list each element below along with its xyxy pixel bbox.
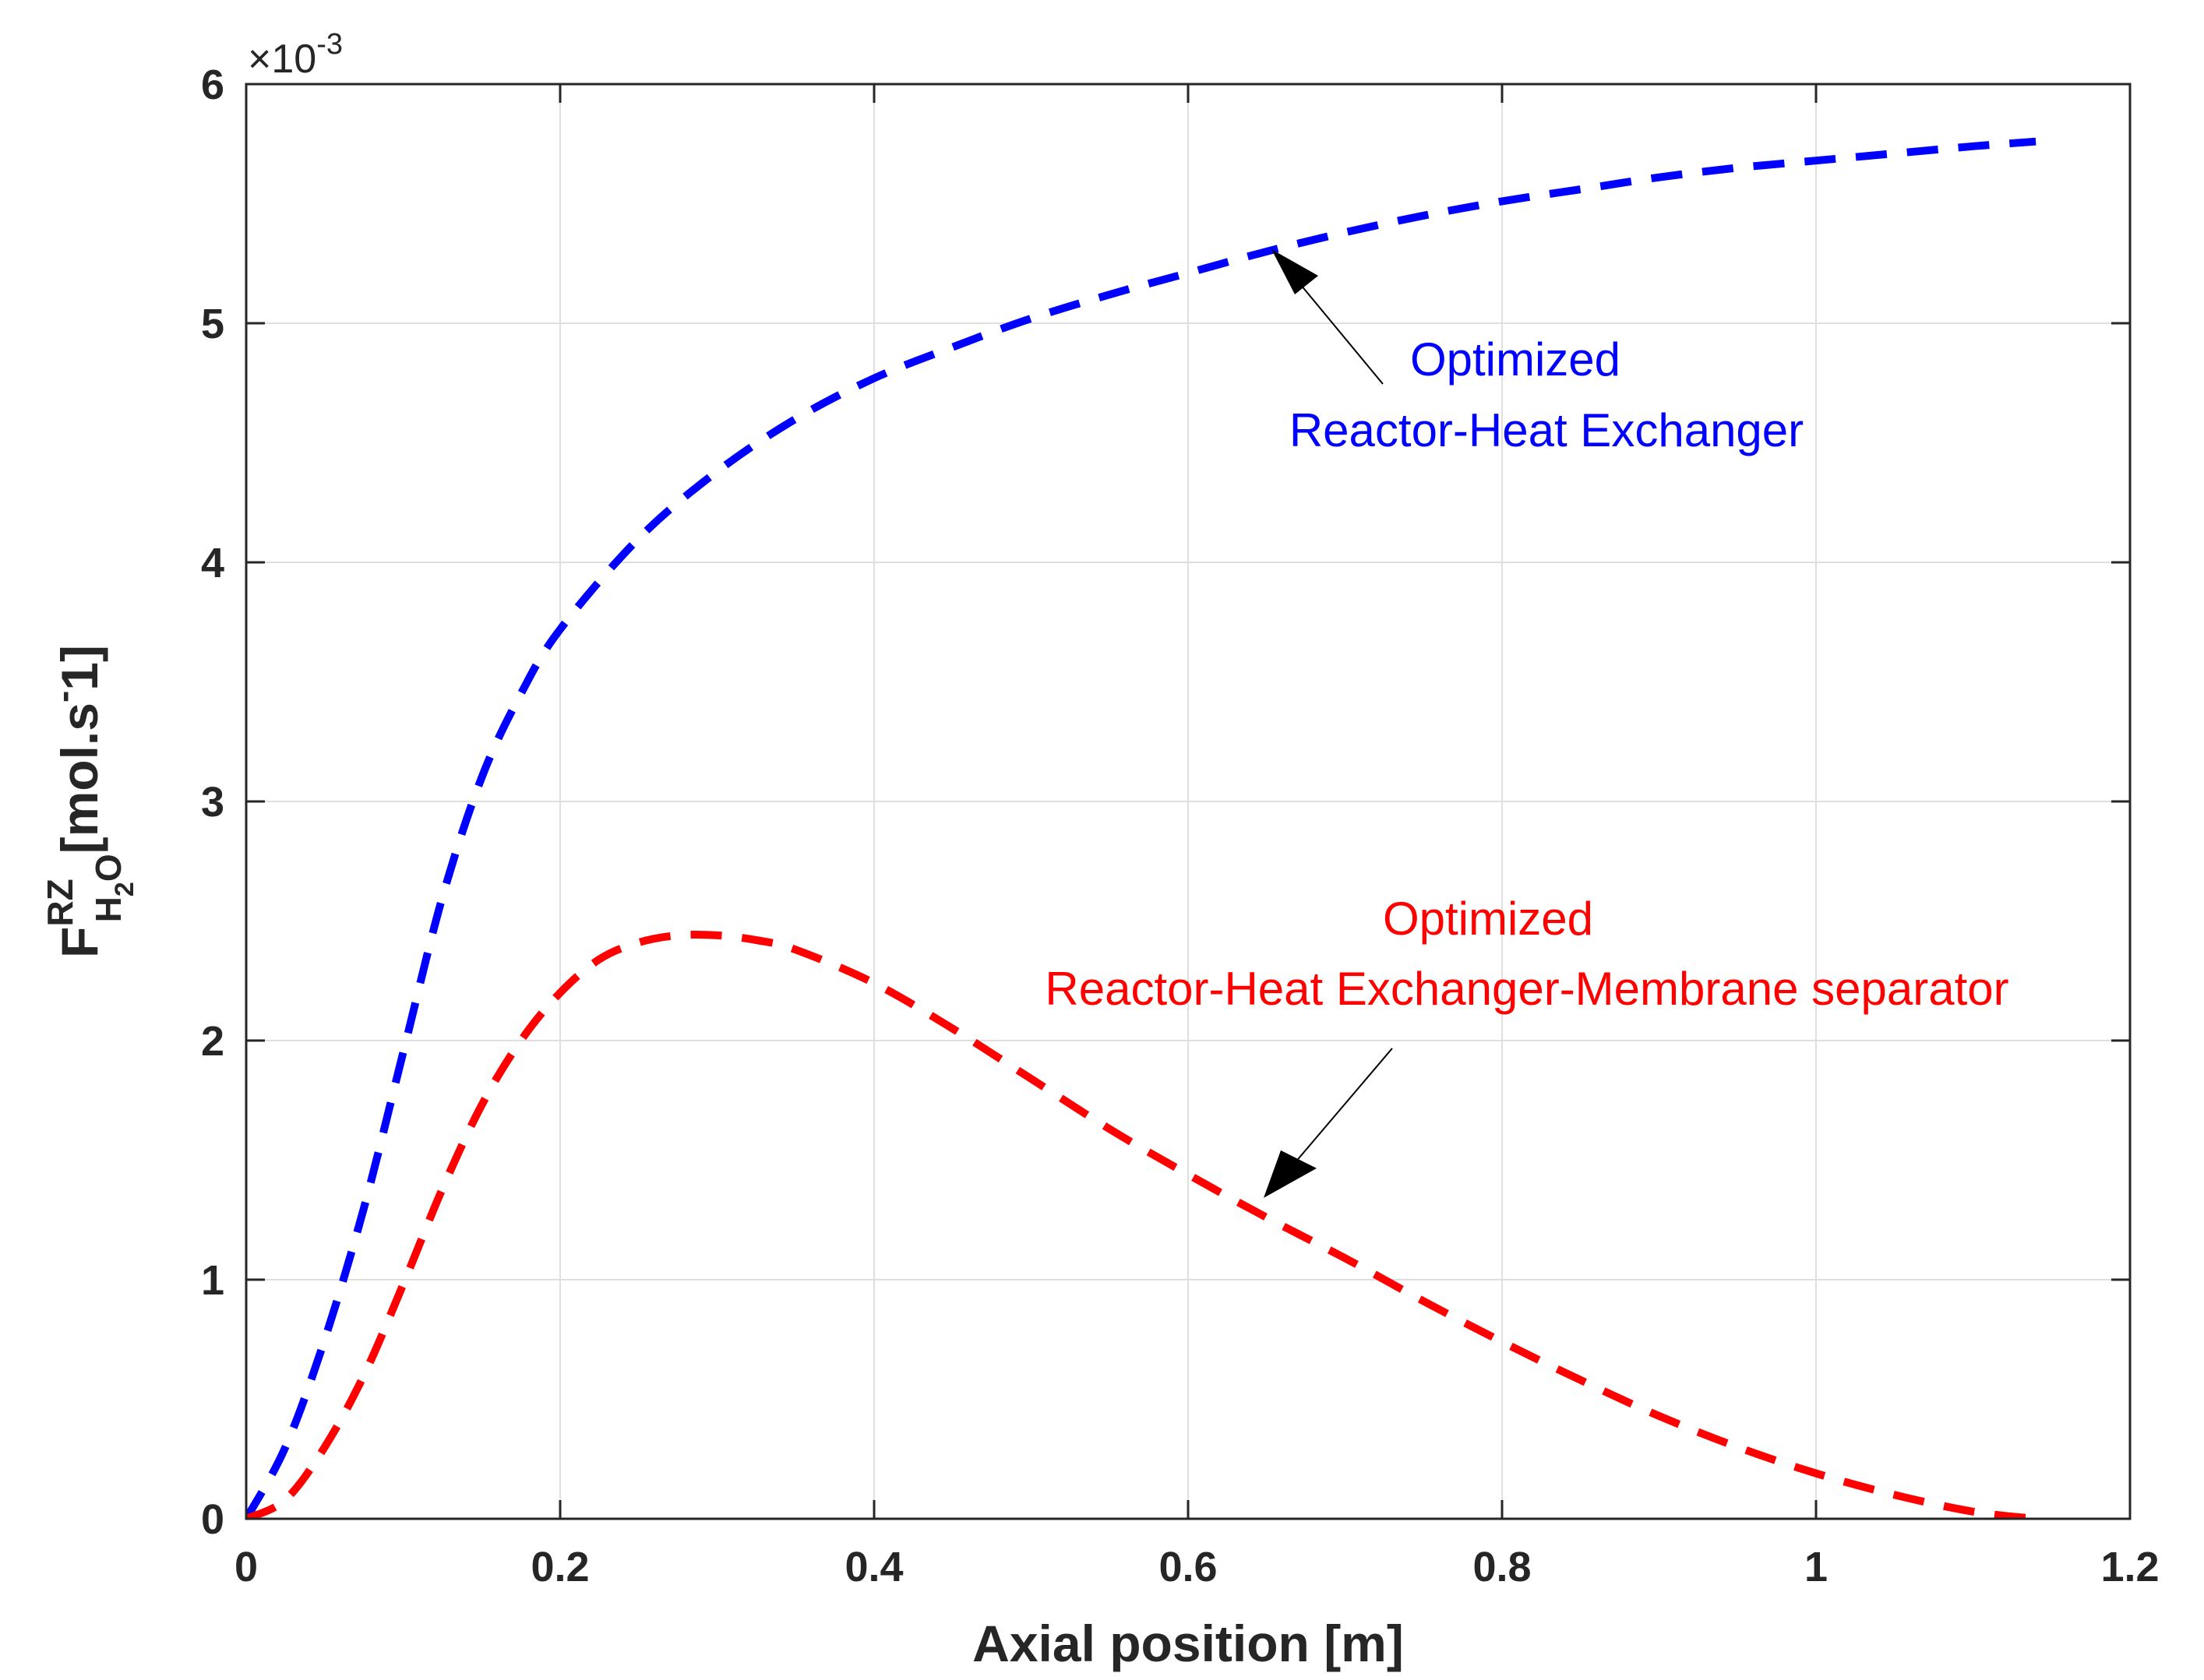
annotation-red-arrow-shaft [1285, 1048, 1393, 1174]
annotation-blue-line1: Optimized [1410, 333, 1620, 386]
series-reactor-heat-exchanger [246, 137, 2036, 1519]
series-reactor-heat-exchanger-membrane [246, 930, 2036, 1519]
tick-marks [245, 83, 2132, 1520]
y-tick-label: 3 [201, 779, 224, 826]
annotation-blue-arrowhead [1271, 249, 1318, 294]
annotation-blue: Optimized Reactor-Heat Exchanger [1271, 249, 1804, 456]
x-tick-label: 0 [235, 1544, 258, 1590]
x-axis-label: Axial position [m] [972, 1615, 1404, 1672]
y-multiplier: ×10-3 [248, 28, 343, 82]
series-layer [246, 137, 2036, 1519]
y-axis-label: FRZ H2O[mol.s-1] [40, 645, 139, 958]
x-tick-label: 0.8 [1472, 1544, 1531, 1590]
y-tick-label: 6 [201, 62, 224, 108]
x-tick-label: 0.2 [531, 1544, 589, 1590]
y-tick-label: 2 [201, 1018, 224, 1065]
annotation-red-line2: Reactor-Heat Exchanger-Membrane separato… [1045, 963, 2008, 1015]
y-tick-label: 0 [201, 1496, 224, 1543]
tick-labels: 0 0.2 0.4 0.6 0.8 1 1.2 0 1 2 3 4 5 6 [201, 62, 2160, 1590]
x-tick-label: 0.6 [1158, 1544, 1217, 1590]
y-label-sub-tail: O [88, 854, 129, 882]
y-label-unit-exp: - [43, 691, 83, 703]
annotation-red-arrowhead [1264, 1150, 1317, 1198]
y-label-symbol: F [51, 927, 108, 958]
x-tick-label: 1 [1804, 1544, 1828, 1590]
x-tick-label: 1.2 [2100, 1544, 2159, 1590]
y-tick-label: 1 [201, 1257, 224, 1304]
x-tick-label: 0.4 [845, 1544, 903, 1590]
annotation-red-line1: Optimized [1383, 893, 1593, 945]
y-label-sub-index: 2 [110, 882, 139, 896]
y-tick-label: 4 [201, 540, 224, 586]
y-label-unit: [mol.s [51, 703, 108, 854]
annotation-blue-line2: Reactor-Heat Exchanger [1289, 404, 1804, 456]
grid-lines [246, 84, 2130, 1519]
y-label-unit-end: 1] [51, 645, 108, 691]
annotation-blue-arrow-shaft [1289, 270, 1384, 385]
y-label-superscript: RZ [40, 879, 80, 926]
y-multiplier-exp: -3 [316, 28, 343, 61]
y-label-sub-base: H [88, 896, 129, 922]
y-multiplier-base: ×10 [248, 37, 316, 82]
annotation-red: Optimized Reactor-Heat Exchanger-Membran… [1045, 893, 2009, 1198]
y-tick-label: 5 [201, 301, 224, 347]
